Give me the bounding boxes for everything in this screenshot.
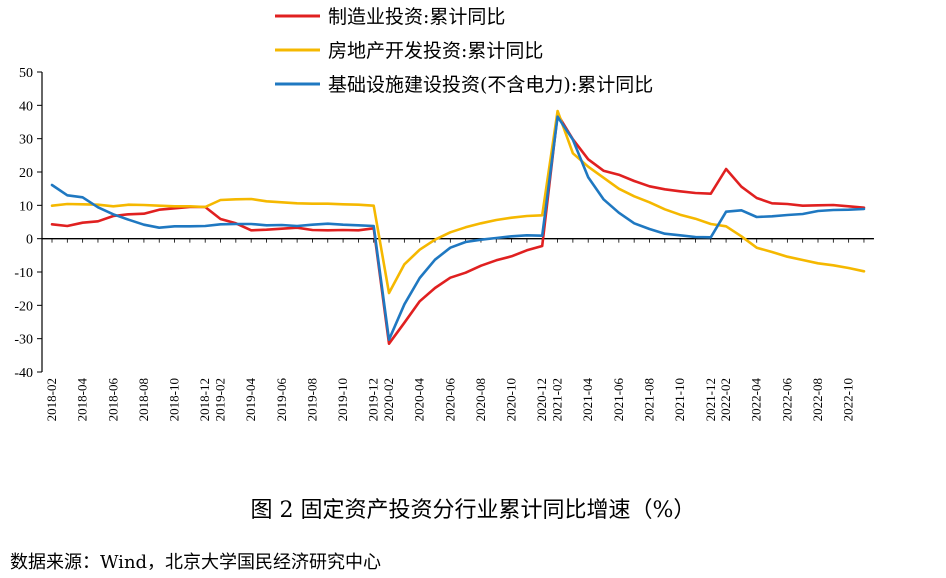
x-tick-label: 2021-12 <box>703 378 718 421</box>
y-tick-label: 20 <box>19 166 33 181</box>
x-tick-label: 2018-12 <box>197 378 212 421</box>
source-note: 数据来源：Wind，北京大学国民经济研究中心 <box>10 552 382 573</box>
x-tick-label: 2018-02 <box>44 378 59 421</box>
y-tick-label: 10 <box>19 199 33 214</box>
x-tick-label: 2020-10 <box>504 378 519 421</box>
x-tick-label: 2020-02 <box>381 378 396 421</box>
x-tick-label: 2022-02 <box>718 378 733 421</box>
y-tick-label: -10 <box>14 266 33 281</box>
x-tick-label: 2021-04 <box>580 378 595 422</box>
x-tick-label: 2022-08 <box>810 378 825 421</box>
x-tick-label: 2022-06 <box>779 378 794 422</box>
y-tick-label: 0 <box>26 233 33 248</box>
y-tick-label: -40 <box>14 366 33 381</box>
x-tick-label: 2021-08 <box>641 378 656 421</box>
x-tick-label: 2019-04 <box>243 378 258 422</box>
y-tick-label: -30 <box>14 333 33 348</box>
x-tick-label: 2021-10 <box>672 378 687 421</box>
legend: 制造业投资:累计同比房地产开发投资:累计同比基础设施建设投资(不含电力):累计同… <box>275 6 653 96</box>
series-lines <box>50 109 866 346</box>
x-tick-label: 2020-12 <box>534 378 549 421</box>
y-tick-label: -20 <box>14 299 33 314</box>
x-tick-label: 2021-02 <box>550 378 565 421</box>
y-tick-label: 30 <box>19 133 33 148</box>
series-line-3 <box>50 115 866 342</box>
x-tick-label: 2022-10 <box>841 378 856 421</box>
x-tick-label: 2019-02 <box>213 378 228 421</box>
legend-label-1: 制造业投资:累计同比 <box>328 6 505 28</box>
axes: -40 -30 -20 -10 0 10 20 30 40 50 2018-02 2018-04 201… <box>14 66 874 421</box>
y-tick-label: 50 <box>19 66 33 81</box>
chart-title: 图 2 固定资产投资分行业累计同比增速（%） <box>250 498 696 523</box>
x-tick-label: 2020-06 <box>442 378 457 422</box>
y-tick-label: 40 <box>19 99 33 114</box>
x-tick-label: 2019-10 <box>335 378 350 421</box>
x-tick-label: 2021-06 <box>611 378 626 422</box>
x-tick-label: 2018-04 <box>75 378 90 422</box>
x-tick-label: 2018-08 <box>136 378 151 421</box>
x-tick-label: 2020-04 <box>412 378 427 422</box>
legend-label-2: 房地产开发投资:累计同比 <box>328 40 543 62</box>
x-tick-label: 2020-08 <box>473 378 488 421</box>
x-tick-label: 2022-04 <box>749 378 764 422</box>
x-tick-label: 2018-10 <box>167 378 182 421</box>
x-tick-label: 2019-12 <box>366 378 381 421</box>
x-tick-label: 2019-06 <box>274 378 289 422</box>
x-tick-label: 2018-06 <box>105 378 120 422</box>
legend-label-3: 基础设施建设投资(不含电力):累计同比 <box>328 74 653 96</box>
series-line-2 <box>50 109 866 295</box>
line-chart: 制造业投资:累计同比房地产开发投资:累计同比基础设施建设投资(不含电力):累计同… <box>14 6 874 421</box>
x-tick-label: 2019-08 <box>304 378 319 421</box>
